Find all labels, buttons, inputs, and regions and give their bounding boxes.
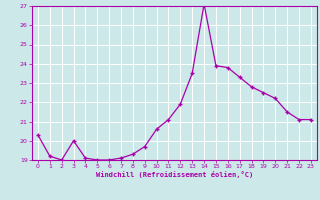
- X-axis label: Windchill (Refroidissement éolien,°C): Windchill (Refroidissement éolien,°C): [96, 171, 253, 178]
